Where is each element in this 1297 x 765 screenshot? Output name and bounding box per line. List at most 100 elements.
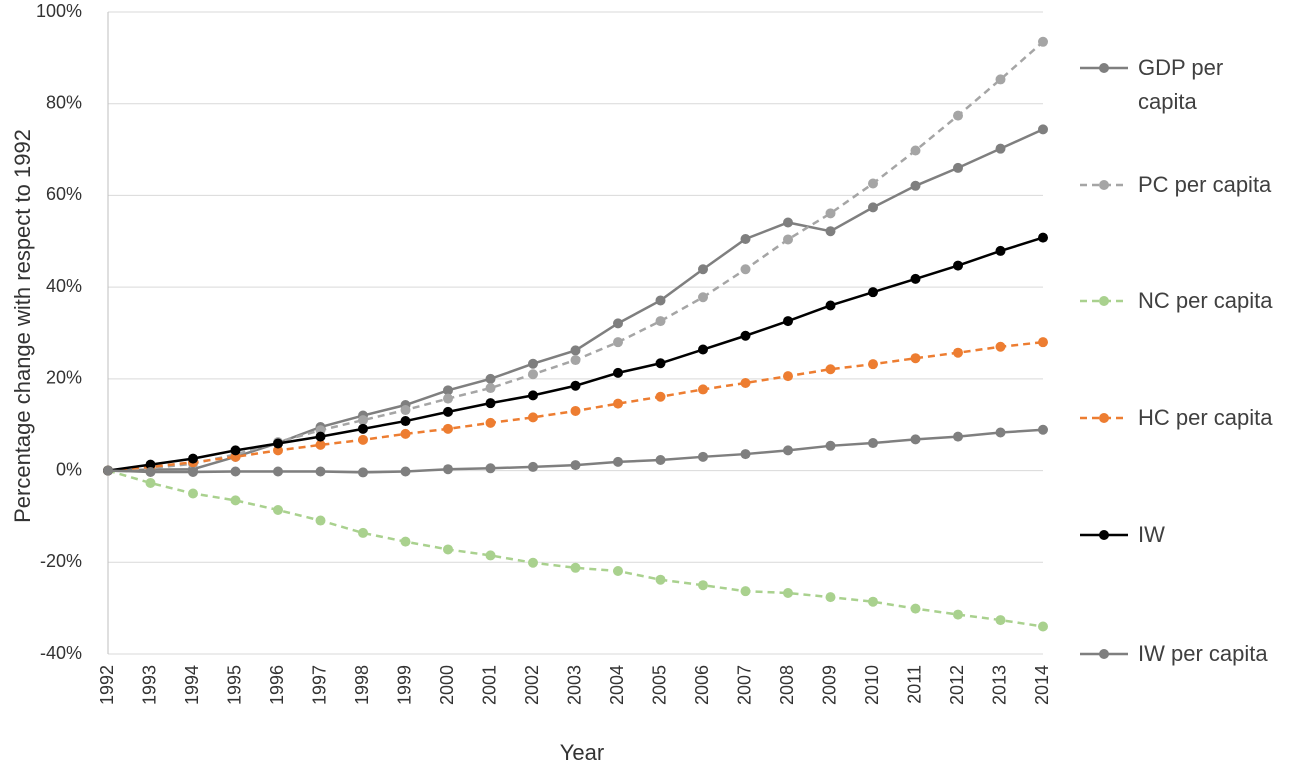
- data-point: [613, 318, 623, 329]
- data-point: [868, 202, 878, 213]
- data-point: [868, 178, 878, 189]
- data-point: [443, 406, 453, 417]
- data-point: [783, 217, 793, 228]
- data-point: [485, 398, 496, 409]
- x-tick-label: 2005: [649, 665, 669, 705]
- series-line: [107, 469, 1044, 628]
- data-point: [655, 358, 666, 369]
- data-point: [1038, 124, 1048, 135]
- data-point: [953, 431, 963, 442]
- data-point: [613, 367, 623, 378]
- x-tick-label: 2012: [947, 665, 967, 705]
- data-point: [995, 245, 1006, 256]
- data-point: [400, 536, 411, 547]
- data-point: [698, 344, 708, 355]
- x-tick-label: 2009: [819, 665, 839, 705]
- data-point: [825, 364, 836, 375]
- legend-marker: [1099, 649, 1109, 659]
- x-tick-label: 1996: [267, 665, 287, 705]
- y-tick-label: -20%: [40, 551, 82, 571]
- y-tick-label: -40%: [40, 643, 82, 663]
- data-point: [230, 445, 241, 456]
- data-point: [443, 393, 453, 404]
- legend-label: GDP per capita: [1138, 55, 1224, 114]
- y-tick-label: 20%: [46, 368, 82, 388]
- data-point: [995, 615, 1006, 626]
- data-point: [570, 562, 581, 573]
- data-point: [910, 434, 921, 445]
- data-point: [825, 592, 836, 603]
- x-tick-label: 2014: [1032, 665, 1052, 705]
- data-point: [528, 412, 538, 423]
- data-point: [783, 234, 793, 245]
- data-point: [145, 459, 156, 470]
- data-point: [698, 580, 708, 591]
- data-point: [570, 405, 581, 416]
- data-point: [995, 427, 1006, 438]
- data-point: [230, 466, 241, 477]
- data-point: [1038, 621, 1048, 632]
- x-tick-label: 1999: [394, 665, 414, 705]
- data-point: [570, 380, 581, 391]
- data-point: [995, 143, 1006, 154]
- data-point: [868, 438, 878, 449]
- data-point: [613, 398, 623, 409]
- data-point: [570, 460, 581, 471]
- data-point: [740, 586, 751, 597]
- y-tick-label: 80%: [46, 92, 82, 112]
- data-point: [825, 440, 836, 451]
- legend-marker: [1099, 530, 1109, 540]
- data-point: [910, 180, 921, 191]
- data-point: [485, 417, 496, 428]
- data-point: [400, 428, 411, 439]
- data-point: [145, 466, 156, 477]
- x-tick-label: 1998: [352, 665, 372, 705]
- data-point: [868, 287, 878, 298]
- data-point: [655, 295, 666, 306]
- data-point: [485, 373, 496, 384]
- data-point: [528, 358, 538, 369]
- data-point: [910, 603, 921, 614]
- data-point: [400, 466, 411, 477]
- x-tick-label: 2003: [564, 665, 584, 705]
- data-point: [443, 464, 453, 475]
- data-point: [443, 423, 453, 434]
- data-point: [740, 233, 751, 244]
- legend-label: NC per capita: [1138, 288, 1273, 313]
- data-point: [783, 316, 793, 327]
- data-point: [655, 455, 666, 466]
- data-point: [188, 453, 198, 464]
- data-point: [613, 337, 623, 348]
- data-point: [698, 451, 708, 462]
- data-point: [825, 226, 836, 237]
- data-point: [358, 423, 368, 434]
- x-tick-label: 2008: [777, 665, 797, 705]
- data-point: [783, 445, 793, 456]
- legend-label: IW per capita: [1138, 641, 1268, 666]
- data-point: [570, 345, 581, 356]
- y-tick-label: 100%: [36, 1, 82, 21]
- data-point: [145, 477, 156, 488]
- data-point: [485, 550, 496, 561]
- data-point: [570, 355, 581, 366]
- data-point: [868, 596, 878, 607]
- data-point: [995, 341, 1006, 352]
- x-axis-title: Year: [560, 740, 604, 765]
- data-point: [655, 574, 666, 585]
- data-point: [315, 466, 326, 477]
- data-point: [825, 300, 836, 311]
- x-tick-label: 1997: [309, 665, 329, 705]
- data-point: [698, 264, 708, 275]
- data-point: [315, 515, 326, 526]
- x-tick-label: 2011: [904, 665, 924, 704]
- data-point: [358, 415, 368, 426]
- data-point: [315, 431, 326, 442]
- data-point: [358, 527, 368, 538]
- data-point: [613, 456, 623, 467]
- data-point: [528, 461, 538, 472]
- y-axis-title: Percentage change with respect to 1992: [10, 129, 35, 523]
- data-point: [740, 264, 751, 275]
- data-point: [1038, 232, 1048, 243]
- data-point: [400, 405, 411, 416]
- x-tick-label: 1993: [139, 665, 159, 705]
